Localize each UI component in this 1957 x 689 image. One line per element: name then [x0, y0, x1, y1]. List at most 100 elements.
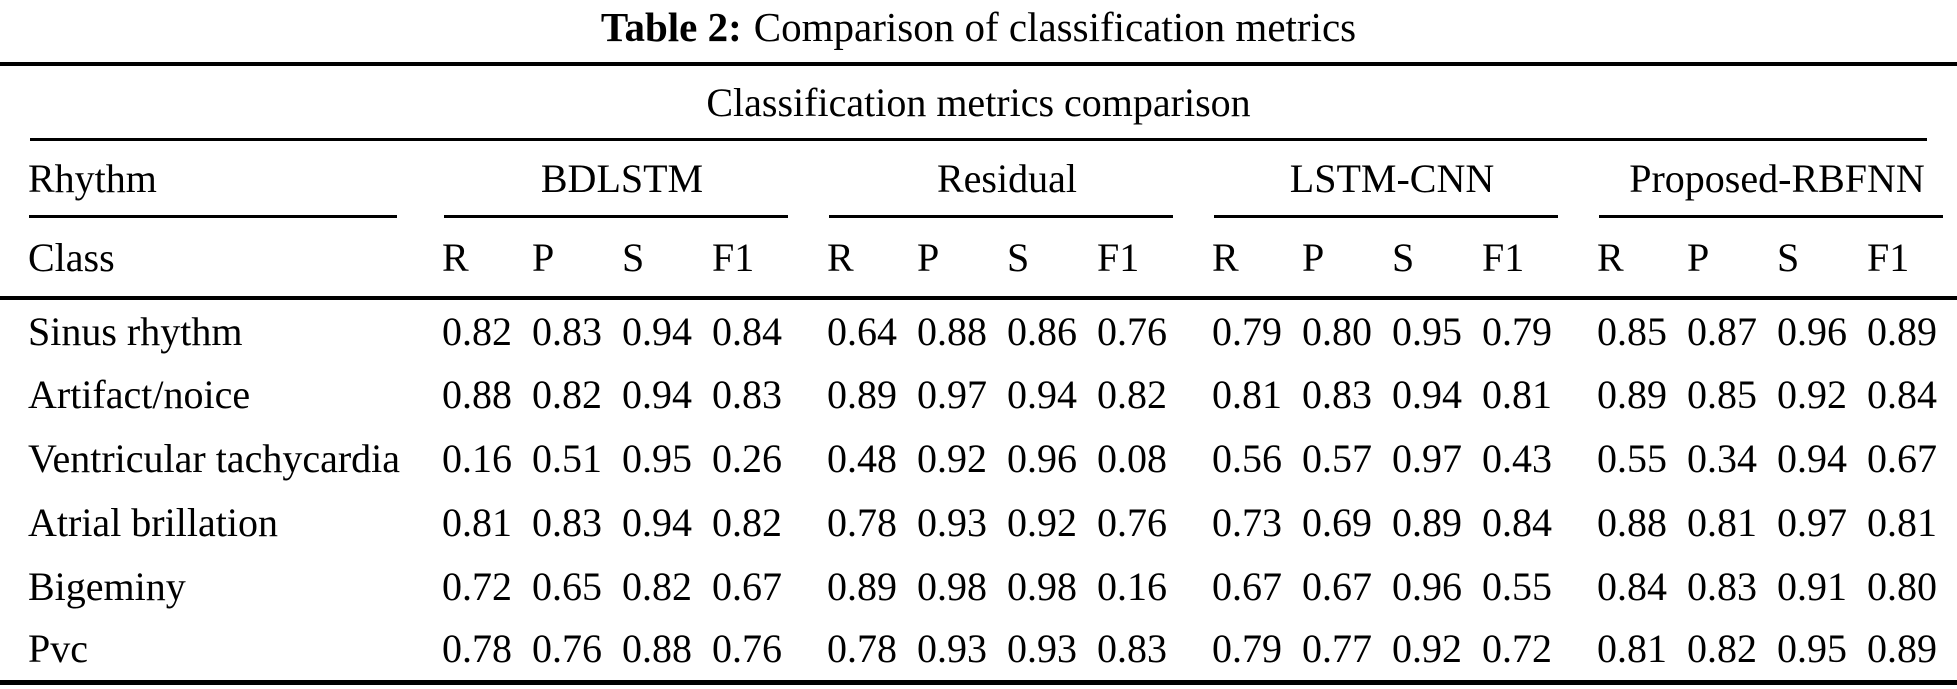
residual-group-rule — [829, 215, 1173, 218]
metric-cell: 0.43 — [1482, 435, 1552, 481]
metric-cell: 0.67 — [1867, 435, 1937, 481]
metric-cell: 0.82 — [712, 499, 782, 545]
metric-cell: 0.95 — [622, 435, 692, 481]
metric-cell: 0.83 — [532, 308, 602, 354]
metric-cell: 0.92 — [917, 435, 987, 481]
group-header-proposed-rbfnn: Proposed-RBFNN — [1629, 155, 1925, 201]
metric-cell: 0.67 — [1302, 563, 1372, 609]
metric-cell: 0.80 — [1867, 563, 1937, 609]
table-row-sinus-rhythm: Sinus rhythm 0.82 0.83 0.94 0.84 0.64 0.… — [0, 298, 1957, 362]
metric-cell: 0.81 — [1597, 626, 1667, 672]
metric-cell: 0.81 — [1212, 371, 1282, 417]
metric-cell: 0.76 — [1097, 308, 1167, 354]
row-label: Sinus rhythm — [28, 308, 243, 354]
metric-cell: 0.92 — [1392, 626, 1462, 672]
metric-cell: 0.64 — [827, 308, 897, 354]
metric-header-s: S — [1007, 218, 1097, 300]
column-rules-row — [0, 215, 1957, 218]
rhythm-column-rule — [29, 215, 397, 218]
table-row-pvc: Pvc 0.78 0.76 0.88 0.76 0.78 0.93 0.93 0… — [0, 618, 1957, 682]
metric-cell: 0.98 — [917, 563, 987, 609]
metric-header-row: Class R P S F1 R P S F1 R P S F1 R P S F… — [0, 218, 1957, 300]
metric-cell: 0.83 — [712, 371, 782, 417]
metric-header-r: R — [417, 218, 532, 300]
metric-cell: 0.77 — [1302, 626, 1372, 672]
metric-cell: 0.85 — [1597, 308, 1667, 354]
metric-cell: 0.72 — [1482, 626, 1552, 672]
metric-cell: 0.93 — [1007, 626, 1077, 672]
metric-header-s: S — [1777, 218, 1867, 300]
metric-header-f1: F1 — [1097, 218, 1187, 300]
row-label: Artifact/noice — [28, 371, 251, 417]
table-title-number: Table 2: — [600, 4, 742, 50]
metric-cell: 0.92 — [1777, 371, 1847, 417]
group-header-row: Rhythm BDLSTM Residual LSTM-CNN Proposed… — [0, 141, 1957, 215]
metric-cell: 0.97 — [1777, 499, 1847, 545]
metric-cell: 0.89 — [1867, 626, 1937, 672]
metric-cell: 0.89 — [1597, 371, 1667, 417]
metric-cell: 0.98 — [1007, 563, 1077, 609]
metric-cell: 0.67 — [712, 563, 782, 609]
table-row-artifact-noice: Artifact/noice 0.88 0.82 0.94 0.83 0.89 … — [0, 362, 1957, 426]
metric-cell: 0.95 — [1777, 626, 1847, 672]
metric-cell: 0.79 — [1212, 308, 1282, 354]
metric-cell: 0.76 — [1097, 499, 1167, 545]
metric-cell: 0.65 — [532, 563, 602, 609]
row-header-class: Class — [0, 218, 417, 300]
caption-rule — [30, 138, 1928, 141]
row-label: Pvc — [28, 626, 88, 672]
metric-cell: 0.56 — [1212, 435, 1282, 481]
metric-cell: 0.55 — [1482, 563, 1552, 609]
metric-cell: 0.93 — [917, 626, 987, 672]
row-label: Atrial brillation — [28, 499, 278, 545]
metric-cell: 0.89 — [827, 371, 897, 417]
metric-cell: 0.83 — [1687, 563, 1757, 609]
metric-cell: 0.83 — [1097, 626, 1167, 672]
metric-cell: 0.82 — [1097, 371, 1167, 417]
metric-cell: 0.83 — [1302, 371, 1372, 417]
metric-cell: 0.80 — [1302, 308, 1372, 354]
metric-header-p: P — [532, 218, 622, 300]
metric-header-s: S — [1392, 218, 1482, 300]
table-row-ventricular-tachycardia: Ventricular tachycardia 0.16 0.51 0.95 0… — [0, 426, 1957, 490]
metric-header-f1: F1 — [712, 218, 802, 300]
metric-cell: 0.94 — [622, 371, 692, 417]
metric-cell: 0.88 — [1597, 499, 1667, 545]
metric-cell: 0.89 — [827, 563, 897, 609]
metric-cell: 0.78 — [827, 499, 897, 545]
table-title-text: Comparison of classification metrics — [753, 4, 1357, 50]
metric-cell: 0.88 — [442, 371, 512, 417]
metric-cell: 0.88 — [917, 308, 987, 354]
metric-cell: 0.97 — [917, 371, 987, 417]
group-header-lstm-cnn: LSTM-CNN — [1289, 155, 1495, 201]
metric-cell: 0.79 — [1212, 626, 1282, 672]
metric-cell: 0.89 — [1867, 308, 1937, 354]
metric-cell: 0.95 — [1392, 308, 1462, 354]
metric-cell: 0.51 — [532, 435, 602, 481]
metric-cell: 0.26 — [712, 435, 782, 481]
caption-rule-row — [0, 138, 1957, 141]
metric-header-f1: F1 — [1867, 218, 1957, 300]
metric-cell: 0.89 — [1392, 499, 1462, 545]
metric-header-s: S — [622, 218, 712, 300]
metric-cell: 0.82 — [442, 308, 512, 354]
metric-cell: 0.91 — [1777, 563, 1847, 609]
metric-cell: 0.96 — [1007, 435, 1077, 481]
metric-cell: 0.97 — [1392, 435, 1462, 481]
row-header-rhythm: Rhythm — [28, 155, 157, 201]
metric-cell: 0.96 — [1777, 308, 1847, 354]
metric-cell: 0.85 — [1687, 371, 1757, 417]
bdlstm-group-rule — [444, 215, 788, 218]
metric-cell: 0.73 — [1212, 499, 1282, 545]
metric-header-r: R — [802, 218, 917, 300]
metric-cell: 0.72 — [442, 563, 512, 609]
metric-header-f1: F1 — [1482, 218, 1572, 300]
metric-cell: 0.88 — [622, 626, 692, 672]
lstm-cnn-group-rule — [1214, 215, 1558, 218]
metric-cell: 0.57 — [1302, 435, 1372, 481]
metric-cell: 0.69 — [1302, 499, 1372, 545]
table-title: Table 2: Comparison of classification met… — [0, 0, 1957, 62]
table-caption: Classification metrics comparison — [706, 79, 1251, 125]
metric-cell: 0.81 — [442, 499, 512, 545]
